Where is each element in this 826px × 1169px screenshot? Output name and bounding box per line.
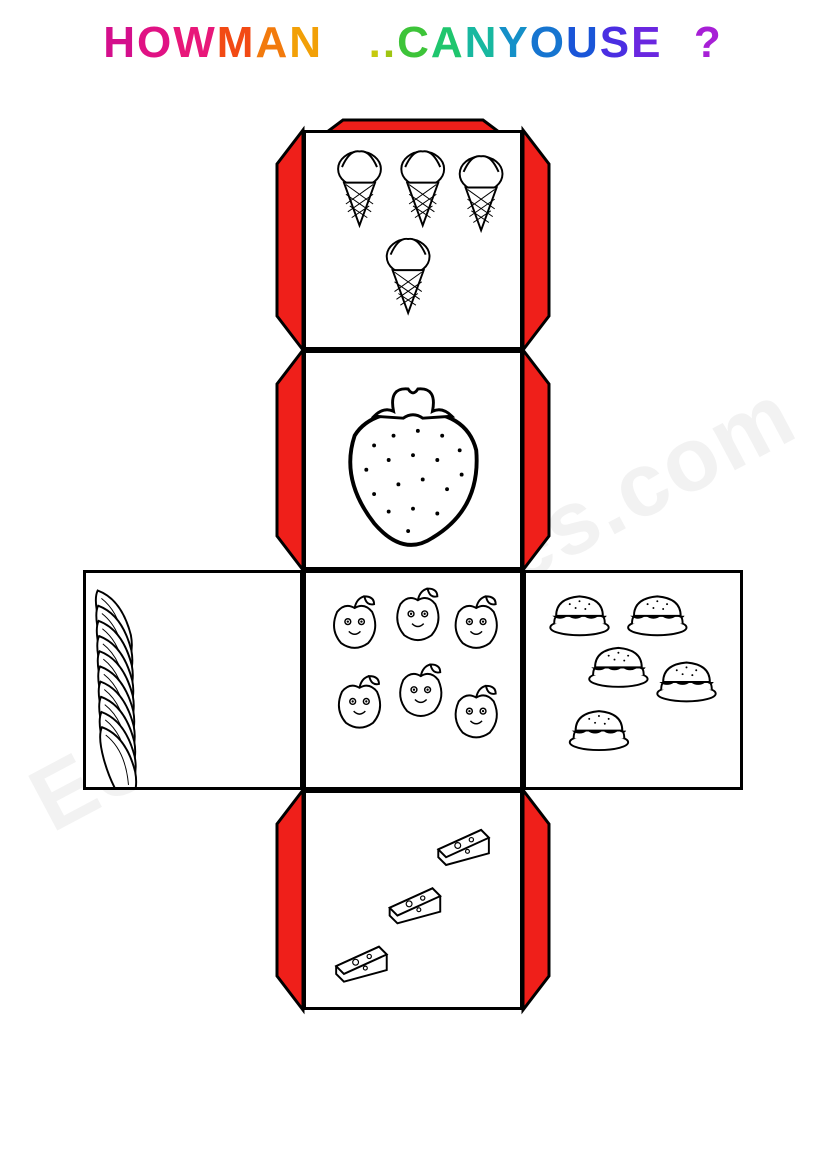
cheese-icon <box>306 793 520 1007</box>
cube-face-ice-cream <box>303 130 523 350</box>
page-title: HOW MANY ... CAN YOU SEE ? <box>40 18 786 68</box>
apple-icon <box>306 573 520 787</box>
ice-cream-icon <box>306 133 520 347</box>
cube-net <box>63 110 763 1130</box>
banana-icon <box>86 573 300 787</box>
cube-face-cheese <box>303 790 523 1010</box>
cube-face-hamburger <box>523 570 743 790</box>
cube-face-banana <box>83 570 303 790</box>
hamburger-icon <box>526 573 740 787</box>
cube-face-strawberry <box>303 350 523 570</box>
strawberry-icon <box>306 353 520 567</box>
cube-face-apple <box>303 570 523 790</box>
